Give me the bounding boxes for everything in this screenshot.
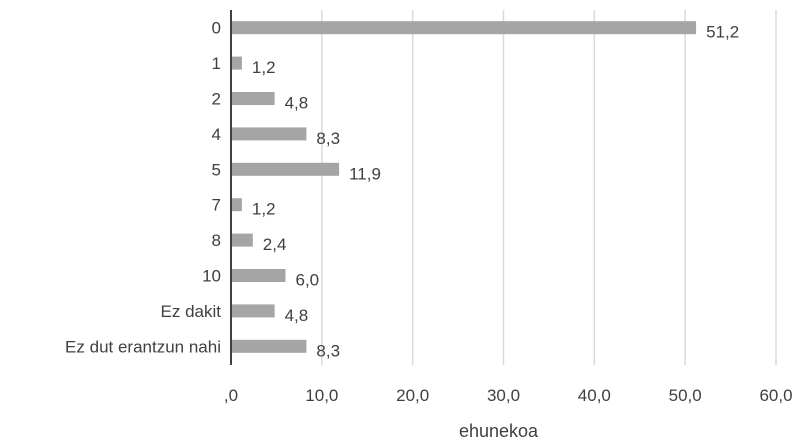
data-label: 1,2	[252, 58, 276, 77]
x-tick-label: 50,0	[669, 386, 702, 405]
category-label: 2	[212, 90, 221, 109]
category-label: 7	[212, 196, 221, 215]
x-axis-title: ehunekoa	[459, 421, 539, 441]
category-label: 4	[212, 125, 221, 144]
data-label: 8,3	[316, 129, 340, 148]
bar	[232, 198, 242, 212]
category-label: 10	[202, 267, 221, 286]
category-label: Ez dakit	[161, 302, 222, 321]
bar	[232, 339, 307, 353]
bar	[232, 269, 286, 282]
data-label: 6,0	[296, 271, 320, 290]
data-label: 2,4	[263, 235, 287, 254]
category-label: 0	[212, 19, 221, 38]
x-tick-label: 10,0	[305, 386, 338, 405]
data-label: 8,3	[316, 341, 340, 360]
category-label: 8	[212, 231, 221, 250]
x-tick-label: 40,0	[578, 386, 611, 405]
x-tick-label: ,0	[224, 386, 238, 405]
category-label: 1	[212, 54, 221, 73]
data-labels: 51,2 1,2 4,8 8,3 11,9 1,2 2,4 6,0 4,8 8,3	[252, 23, 739, 361]
bars	[232, 21, 697, 353]
data-label: 11,9	[349, 164, 381, 183]
bar	[232, 162, 340, 176]
bar	[232, 233, 253, 247]
data-label: 51,2	[706, 23, 739, 42]
category-labels: 0 1 2 4 5 7 8 10 Ez dakit Ez dut erantzun nahi	[65, 19, 221, 357]
grid-lines	[321, 10, 777, 365]
data-label: 1,2	[252, 200, 276, 219]
x-tick-label: 60,0	[759, 386, 792, 405]
bar	[232, 127, 307, 141]
bar	[232, 92, 275, 105]
bar	[232, 304, 275, 318]
data-label: 4,8	[285, 94, 309, 113]
category-label: 5	[212, 160, 221, 179]
x-tick-labels: ,0 10,0 20,0 30,0 40,0 50,0 60,0	[224, 386, 793, 405]
bar	[232, 56, 242, 70]
data-label: 4,8	[285, 306, 309, 325]
x-tick-label: 20,0	[396, 386, 429, 405]
category-label: Ez dut erantzun nahi	[65, 337, 221, 356]
bar	[232, 21, 697, 35]
x-tick-label: 30,0	[487, 386, 520, 405]
